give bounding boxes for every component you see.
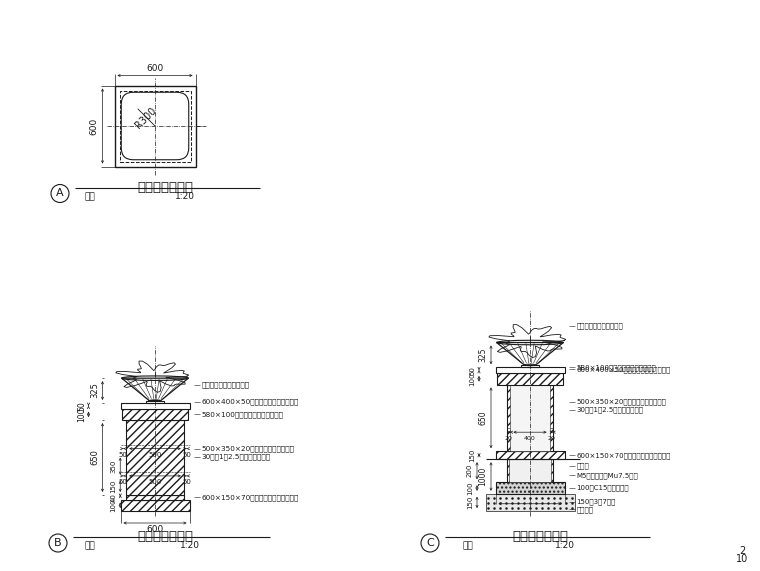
Bar	[496, 367, 565, 373]
Text: R300: R300	[134, 106, 158, 130]
Text: 比例: 比例	[463, 541, 473, 550]
Bar	[507, 384, 553, 451]
Bar	[509, 459, 551, 482]
Text: 600×150×70厄黄金鹿花岗岁光面线条: 600×150×70厄黄金鹿花岗岁光面线条	[577, 452, 671, 459]
Text: 比例: 比例	[84, 192, 95, 201]
Bar	[122, 409, 188, 420]
Text: 580×100厄黄金鹿花岗岁光面线条: 580×100厄黄金鹿花岗岁光面线条	[201, 411, 283, 418]
Text: 600: 600	[147, 64, 163, 73]
Text: 100: 100	[110, 498, 116, 512]
Text: 50: 50	[182, 452, 191, 457]
Text: 1:20: 1:20	[180, 541, 200, 550]
Text: 20: 20	[547, 436, 556, 441]
Text: 325: 325	[479, 348, 487, 362]
Text: 40: 40	[110, 493, 116, 502]
Text: A: A	[56, 188, 64, 199]
Text: 150: 150	[469, 449, 475, 462]
Text: 325: 325	[90, 383, 99, 399]
Text: 600×400×50厄黄金鹿花岗岁光面压顶: 600×400×50厄黄金鹿花岗岁光面压顶	[201, 399, 299, 405]
Text: 20: 20	[505, 436, 513, 441]
Text: 100: 100	[467, 481, 473, 494]
Text: 650: 650	[90, 449, 99, 465]
Text: 素土密实: 素土密实	[577, 506, 594, 513]
Text: 50: 50	[469, 365, 475, 375]
Bar	[125, 495, 185, 500]
Text: 150匹3：7灰土: 150匹3：7灰土	[577, 498, 616, 505]
Text: 100: 100	[77, 407, 86, 421]
Bar	[147, 401, 163, 403]
Text: C: C	[426, 538, 434, 548]
Text: B: B	[54, 538, 62, 548]
Text: 30厄昀1：2.5水泥沙浆结结层: 30厄昀1：2.5水泥沙浆结结层	[201, 453, 271, 460]
Text: 5B0×100厄黄金鹿花岗岁光面线条: 5B0×100厄黄金鹿花岗岁光面线条	[577, 364, 656, 371]
Bar	[507, 459, 553, 482]
Text: 600×400×50厄黄金鹿花岗岁光面压顶: 600×400×50厄黄金鹿花岗岁光面压顶	[577, 366, 671, 372]
Text: 30厄昀1：2.5水泥沙浆结结层: 30厄昀1：2.5水泥沙浆结结层	[577, 407, 644, 413]
Text: 600: 600	[89, 118, 98, 135]
Bar	[496, 373, 563, 384]
Text: 50: 50	[119, 452, 128, 457]
Text: 成品花钒（由甲方选定）: 成品花钒（由甲方选定）	[577, 322, 623, 329]
Text: 500×350×20厄芝麻灰花岗岁刀斧面: 500×350×20厄芝麻灰花岗岁刀斧面	[577, 399, 667, 405]
Text: 100: 100	[469, 372, 475, 385]
Text: 1:20: 1:20	[175, 192, 195, 201]
Text: 50: 50	[119, 479, 128, 485]
Bar	[115, 86, 195, 167]
Bar	[486, 494, 575, 511]
Text: 150: 150	[110, 480, 116, 493]
Bar	[496, 482, 565, 494]
Text: 1000: 1000	[479, 467, 487, 486]
Bar	[511, 384, 549, 451]
Text: 500: 500	[148, 479, 162, 485]
Text: M5水泥沙浆牀Mu7.5标砖: M5水泥沙浆牀Mu7.5标砖	[577, 472, 638, 478]
Text: 50: 50	[77, 401, 86, 411]
Bar	[521, 365, 539, 367]
Text: 比例: 比例	[84, 541, 95, 550]
Text: 1:20: 1:20	[555, 541, 575, 550]
Text: 立柱花钒立面图: 立柱花钒立面图	[137, 530, 193, 544]
Text: 排水管: 排水管	[577, 463, 589, 469]
Text: 650: 650	[479, 411, 487, 425]
Text: 10: 10	[736, 554, 748, 564]
Text: 200: 200	[467, 464, 473, 477]
Text: 立柱花钒剪面图: 立柱花钒剪面图	[512, 530, 568, 544]
Text: 400: 400	[524, 436, 536, 441]
Text: 100厄C15混凝土垫层: 100厄C15混凝土垫层	[577, 485, 629, 491]
Bar	[121, 403, 189, 409]
Bar	[121, 500, 189, 511]
Text: 600×150×70厄黄金鹿花岗岁光面线条: 600×150×70厄黄金鹿花岗岁光面线条	[201, 494, 299, 501]
Text: 2: 2	[739, 546, 745, 556]
Text: 50: 50	[182, 479, 191, 485]
Text: 500×350×20厄芝麻灰花岗岁刀斧面: 500×350×20厄芝麻灰花岗岁刀斧面	[201, 445, 295, 452]
Text: 500: 500	[148, 452, 162, 457]
Text: 600: 600	[147, 525, 163, 534]
Bar	[496, 451, 565, 459]
Text: 立柱花钒平面图: 立柱花钒平面图	[137, 181, 193, 194]
Bar	[119, 90, 191, 162]
Bar	[126, 420, 184, 495]
Text: 350: 350	[110, 460, 116, 473]
Text: 成品花钒（由甲方选定）: 成品花钒（由甲方选定）	[201, 381, 249, 388]
Text: 150: 150	[467, 496, 473, 509]
